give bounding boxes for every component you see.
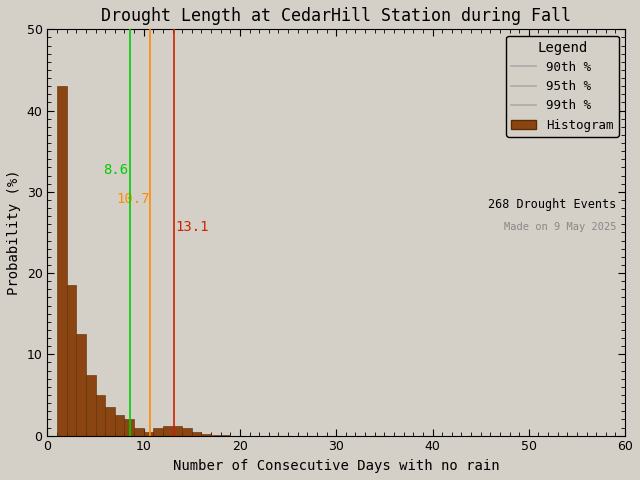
Bar: [67, 285, 76, 436]
Bar: [57, 86, 67, 436]
Bar: [173, 426, 182, 436]
Bar: [211, 435, 221, 436]
Bar: [182, 428, 192, 436]
Text: 8.6: 8.6: [104, 163, 129, 178]
Bar: [192, 432, 202, 436]
Text: 10.7: 10.7: [116, 192, 150, 206]
Text: 13.1: 13.1: [175, 220, 209, 234]
Bar: [163, 426, 173, 436]
Bar: [143, 432, 154, 436]
Bar: [154, 428, 163, 436]
Y-axis label: Probability (%): Probability (%): [7, 169, 21, 295]
Bar: [105, 407, 115, 436]
Bar: [221, 435, 230, 436]
Legend: 90th %, 95th %, 99th %, Histogram: 90th %, 95th %, 99th %, Histogram: [506, 36, 619, 136]
Bar: [115, 415, 124, 436]
Text: Made on 9 May 2025: Made on 9 May 2025: [504, 222, 616, 232]
Bar: [124, 420, 134, 436]
X-axis label: Number of Consecutive Days with no rain: Number of Consecutive Days with no rain: [173, 459, 500, 473]
Bar: [134, 428, 143, 436]
Bar: [86, 375, 95, 436]
Title: Drought Length at CedarHill Station during Fall: Drought Length at CedarHill Station duri…: [101, 7, 572, 25]
Bar: [76, 334, 86, 436]
Bar: [202, 434, 211, 436]
Bar: [95, 395, 105, 436]
Text: 268 Drought Events: 268 Drought Events: [488, 198, 616, 211]
